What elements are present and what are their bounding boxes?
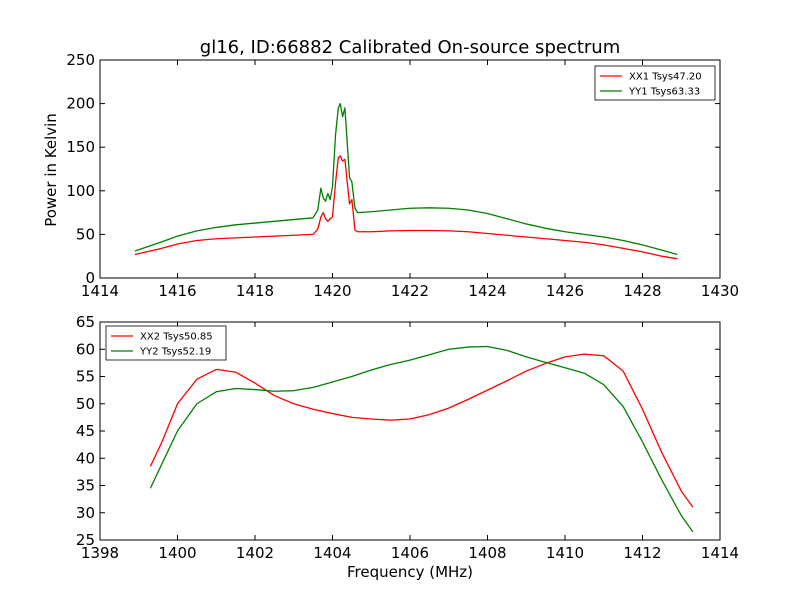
top-x-tick-label: 1416: [158, 282, 196, 300]
top-y-tick-label: 200: [66, 95, 95, 113]
bottom-y-tick-label: 25: [76, 531, 95, 549]
bottom-plot: 1398 1400 1402 1404 1406 1408 1410 1412 1414 25 30…: [76, 313, 739, 562]
top-legend-label-1: XX1 Tsys47.20: [629, 72, 702, 83]
bottom-legend-label-2: YY2 Tsys52.19: [139, 347, 211, 358]
bottom-x-tick-label: 1404: [313, 544, 351, 562]
bottom-x-tick-label: 1400: [158, 544, 196, 562]
bottom-x-tick-label: 1410: [546, 544, 584, 562]
bottom-legend: [105, 325, 227, 361]
top-series-2-line: [134, 102, 678, 256]
top-y-tick-label: 150: [66, 138, 95, 156]
bottom-y-tick-label: 60: [76, 340, 95, 358]
top-x-tick-label: 1418: [236, 282, 274, 300]
top-x-tick-label: 1414: [81, 282, 119, 300]
top-series-1-line: [134, 155, 678, 260]
bottom-x-tick-label: 1412: [623, 544, 661, 562]
bottom-x-tick-label: 1402: [236, 544, 274, 562]
top-legend-label-2: YY1 Tsys63.33: [628, 87, 700, 98]
bottom-x-tick-label: 1408: [468, 544, 506, 562]
bottom-y-tick-label: 35: [76, 477, 95, 495]
bottom-y-tick-label: 30: [76, 504, 95, 522]
top-x-tick-label: 1428: [623, 282, 661, 300]
top-x-tick-label: 1424: [468, 282, 506, 300]
bottom-x-tick-label: 1414: [701, 544, 739, 562]
top-x-tick-label: 1426: [546, 282, 584, 300]
chart-title: gl16, ID:66882 Calibrated On-source spec…: [200, 37, 620, 58]
top-y-tick-label: 50: [76, 225, 95, 243]
bottom-y-tick-label: 55: [76, 368, 95, 386]
bottom-legend-label-1: XX2 Tsys50.85: [140, 332, 213, 343]
bottom-series-2-line: [149, 345, 694, 533]
bottom-series-1-line: [149, 353, 694, 508]
top-x-tick-label: 1420: [313, 282, 351, 300]
bottom-y-tick-label: 45: [76, 422, 95, 440]
top-y-tick-label: 100: [66, 182, 95, 200]
bottom-y-tick-label: 40: [76, 449, 95, 467]
bottom-x-tick-label: 1398: [81, 544, 119, 562]
top-y-tick-label: 0: [85, 269, 95, 287]
bottom-y-tick-label: 50: [76, 395, 95, 413]
top-legend: [594, 65, 716, 101]
bottom-y-tick-label: 65: [76, 313, 95, 331]
top-y-tick-label: 250: [66, 51, 95, 69]
top-y-axis-label: Power in Kelvin: [42, 113, 60, 227]
bottom-x-tick-label: 1406: [391, 544, 429, 562]
top-x-tick-label: 1430: [701, 282, 739, 300]
top-plot: 1414 1416 1418 1420 1422 1424 1426 1428 1430 0 50 1…: [66, 51, 739, 300]
bottom-x-axis-label: Frequency (MHz): [347, 563, 473, 581]
top-x-tick-label: 1422: [391, 282, 429, 300]
